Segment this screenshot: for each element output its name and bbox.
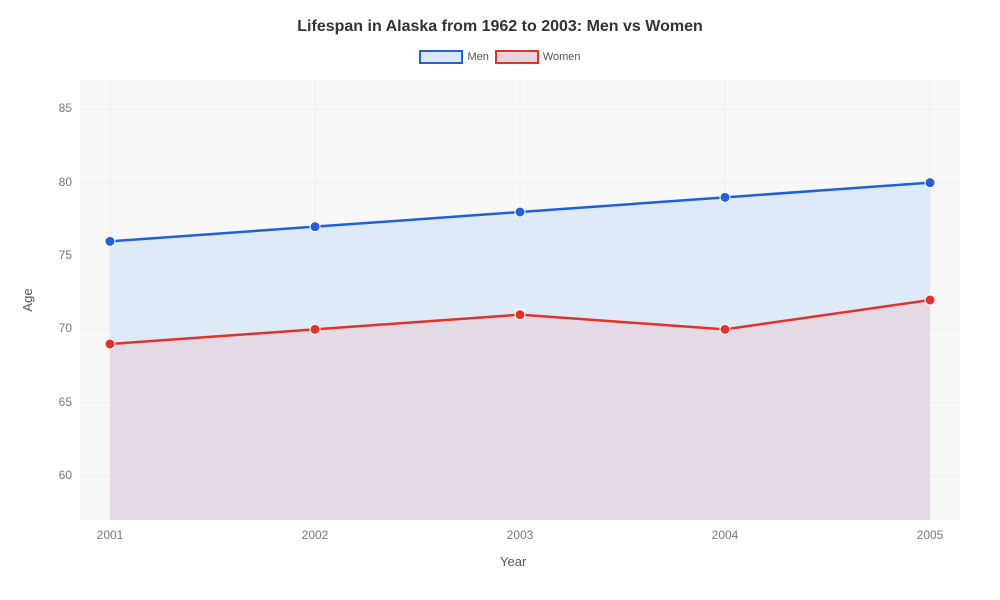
x-axis-label: Year — [500, 554, 526, 569]
x-tick-label: 2004 — [700, 528, 750, 542]
y-tick-label: 75 — [32, 248, 72, 262]
x-tick-label: 2003 — [495, 528, 545, 542]
legend-swatch-men — [419, 50, 463, 64]
x-tick-label: 2001 — [85, 528, 135, 542]
y-tick-label: 85 — [32, 101, 72, 115]
x-tick-label: 2005 — [905, 528, 955, 542]
legend-label-men: Men — [467, 51, 488, 63]
y-tick-label: 60 — [32, 468, 72, 482]
x-tick-label: 2002 — [290, 528, 340, 542]
legend-item-women: Women — [495, 50, 581, 64]
chart-title: Lifespan in Alaska from 1962 to 2003: Me… — [0, 18, 1000, 36]
legend-label-women: Women — [543, 51, 581, 63]
y-tick-label: 70 — [32, 321, 72, 335]
y-axis-label: Age — [20, 288, 35, 311]
legend-item-men: Men — [419, 50, 488, 64]
legend-swatch-women — [495, 50, 539, 64]
y-tick-label: 65 — [32, 395, 72, 409]
plot-svg — [80, 80, 960, 520]
legend: Men Women — [0, 50, 1000, 64]
chart-container: Lifespan in Alaska from 1962 to 2003: Me… — [0, 0, 1000, 600]
y-tick-label: 80 — [32, 175, 72, 189]
